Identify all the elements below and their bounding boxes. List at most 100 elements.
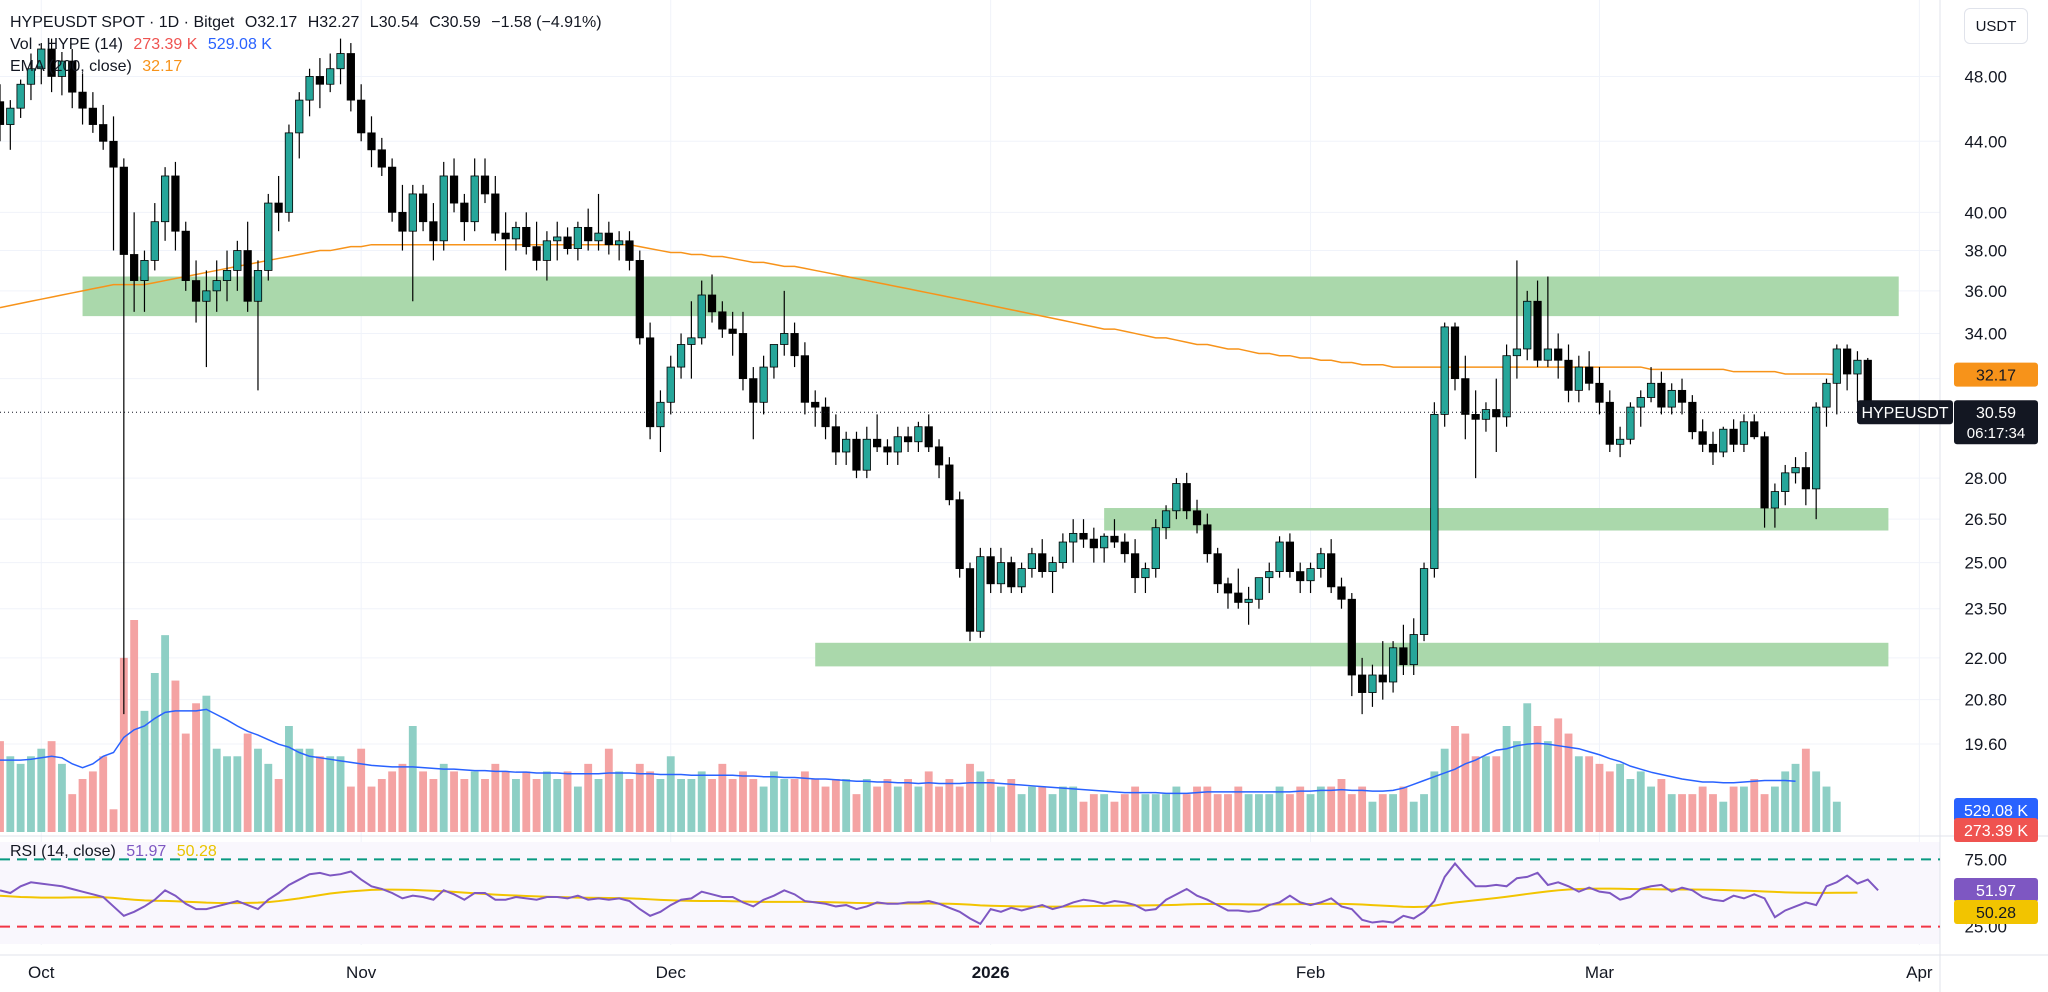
candle-body [315, 76, 325, 85]
volume-bar [254, 748, 262, 832]
candle-body [1172, 483, 1181, 512]
price-tick-label: 48.00 [1964, 67, 2007, 86]
candle-body [305, 76, 314, 101]
candle-body [645, 337, 655, 428]
candle-body [1812, 406, 1821, 490]
volume-bar [1389, 794, 1398, 832]
candle-body [666, 366, 675, 403]
volume-bar [1492, 756, 1501, 832]
rsi-legend-value: 51.97 [126, 843, 167, 860]
volume-bar [130, 620, 139, 832]
candle-body [769, 344, 779, 368]
candle-body [1275, 541, 1284, 573]
candle-body [842, 438, 851, 453]
symbol-legend: HYPEUSDT SPOT · 1D · Bitget O32.17 H32.2… [10, 14, 608, 32]
candle-body [1316, 553, 1325, 569]
volume-ma-tag-text: 529.08 K [1964, 803, 2028, 820]
candle-body [0, 101, 5, 125]
volume-bar [1182, 794, 1191, 832]
volume-bar [1647, 786, 1655, 832]
volume-bar [697, 771, 706, 832]
volume-bar [1141, 794, 1150, 832]
volume-bar [1213, 794, 1222, 832]
candle-body [1770, 491, 1780, 509]
candle-body [78, 91, 87, 109]
volume-bar [1791, 763, 1800, 832]
candle-body [264, 202, 273, 271]
volume-ma-line [0, 708, 1796, 795]
volume-bar [573, 786, 582, 832]
rsi-tag-text: 51.97 [1976, 883, 2016, 900]
volume-bar [687, 779, 696, 832]
rsi-tag-box [1954, 878, 2038, 902]
volume-bar [1110, 801, 1119, 832]
volume-bar [1409, 801, 1418, 832]
volume-bar [1069, 786, 1078, 832]
volume-bar [666, 756, 675, 832]
candle-body [604, 232, 613, 246]
candle-body [1636, 397, 1645, 408]
rsi-line [0, 861, 1879, 926]
candle-body [1058, 541, 1067, 564]
volume-bar [1605, 771, 1614, 832]
volume-bar [924, 771, 933, 832]
candle-body [377, 149, 386, 168]
candle-body [57, 60, 67, 77]
candle-body [821, 406, 830, 428]
candle-body [1306, 568, 1315, 582]
volume-bar [883, 779, 892, 832]
volume-bar [99, 756, 108, 832]
currency-button[interactable]: USDT [1964, 8, 2028, 44]
volume-legend[interactable]: Vol · HYPE (14) 273.39 K 529.08 K [10, 36, 278, 54]
candle-body [346, 53, 355, 101]
volume-bars [0, 620, 1841, 832]
volume-bar [997, 786, 1005, 832]
candle-body [1192, 510, 1202, 526]
volume-bar [192, 703, 200, 832]
candle-body [697, 294, 706, 339]
volume-bar [522, 771, 531, 832]
volume-bar [966, 763, 974, 832]
candle-body [130, 254, 139, 281]
rsi-legend[interactable]: RSI (14, close) 51.97 50.28 [10, 843, 223, 861]
candle-body [1760, 436, 1769, 509]
candle-body [1843, 348, 1852, 375]
volume-bar [439, 763, 448, 832]
volume-bar [27, 756, 35, 832]
volume-bar [780, 779, 789, 832]
volume-bar [181, 733, 190, 832]
volume-bar [47, 741, 56, 832]
candle-body [1853, 359, 1862, 375]
volume-bar [1502, 726, 1511, 832]
volume-bar [677, 779, 685, 832]
volume-bar [501, 771, 510, 832]
last-price-text: 30.59 [1976, 405, 2016, 422]
grid-lines [0, 0, 1940, 945]
candle-body [553, 236, 562, 242]
volume-bar [481, 779, 489, 832]
candle-body [88, 107, 97, 125]
candle-body [1110, 535, 1119, 543]
volume-ma-tag: 529.08 K [1954, 798, 2038, 822]
price-tick-label: 34.00 [1964, 324, 2007, 343]
time-tick-label: Dec [656, 963, 687, 982]
support-resistance-zone [1104, 508, 1889, 531]
volume-bar [1595, 763, 1604, 832]
volume-bar [604, 748, 613, 832]
volume-bar [388, 771, 397, 832]
volume-bar [1079, 801, 1088, 832]
volume-bar [1512, 741, 1521, 832]
volume-bar [223, 756, 231, 832]
candle-body [996, 562, 1006, 585]
candle-body [976, 556, 985, 632]
volume-bar [1089, 794, 1098, 832]
candle-body [1399, 647, 1408, 666]
candle-body [800, 355, 810, 403]
candle-body [460, 202, 469, 223]
candle-body [1791, 467, 1800, 474]
ema-legend[interactable]: EMA (200, close) 32.17 [10, 58, 188, 76]
candle-body [429, 221, 438, 242]
candle-body [615, 240, 624, 246]
candle-body [1017, 568, 1026, 588]
